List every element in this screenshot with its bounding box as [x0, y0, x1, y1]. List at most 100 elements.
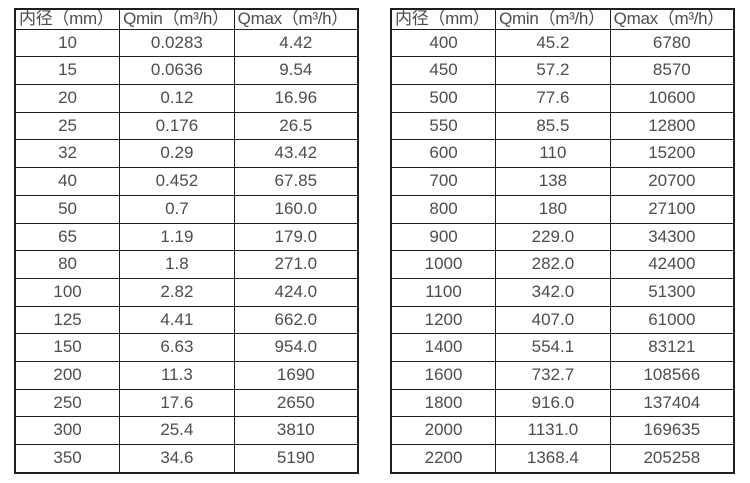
table-cell: 1.19	[119, 222, 235, 252]
column-header: Qmin（m³/h）	[119, 8, 235, 30]
table-cell: 1600	[390, 360, 497, 390]
table-cell: 2200	[390, 444, 497, 474]
table-cell: 43.42	[233, 139, 359, 169]
table-body: 10 0.0283 4.42 15 0.0636 9.54 20 0.12 16.96 25 0.1…	[14, 28, 359, 474]
table-row: 100 2.82 424.0	[14, 277, 359, 307]
table-cell: 6.63	[119, 333, 235, 362]
table-cell: 0.0283	[119, 28, 235, 58]
table-cell: 282.0	[495, 250, 611, 279]
table-cell: 6780	[609, 28, 735, 58]
table-cell: 0.176	[119, 111, 235, 141]
table-cell: 77.6	[495, 84, 611, 113]
table-cell: 916.0	[495, 388, 611, 418]
table-cell: 12800	[609, 111, 735, 141]
table-row: 80 1.8 271.0	[14, 250, 359, 279]
table-cell: 108566	[609, 360, 735, 390]
table-row: 1100 342.0 51300	[390, 277, 735, 307]
table-cell: 2.82	[119, 277, 235, 307]
table-cell: 600	[390, 139, 497, 169]
table-cell: 800	[390, 194, 497, 224]
table-cell: 1200	[390, 305, 497, 335]
table-cell: 85.5	[495, 111, 611, 141]
table-cell: 125	[14, 305, 121, 335]
table-row: 125 4.41 662.0	[14, 305, 359, 335]
table-cell: 138	[495, 167, 611, 196]
table-cell: 4.42	[233, 28, 359, 58]
table-cell: 40	[14, 167, 121, 196]
table-cell: 8570	[609, 56, 735, 86]
column-header: Qmin（m³/h）	[495, 8, 611, 30]
table-cell: 1690	[233, 360, 359, 390]
table-cell: 20	[14, 84, 121, 113]
table-cell: 169635	[609, 416, 735, 445]
table-cell: 25	[14, 111, 121, 141]
header-row: 内径（mm） Qmin（m³/h） Qmax（m³/h）	[14, 8, 359, 30]
table-cell: 150	[14, 333, 121, 362]
table-cell: 20700	[609, 167, 735, 196]
table-header: 内径（mm） Qmin（m³/h） Qmax（m³/h）	[390, 8, 735, 30]
table-cell: 51300	[609, 277, 735, 307]
table-cell: 11.3	[119, 360, 235, 390]
table-row: 450 57.2 8570	[390, 56, 735, 86]
table-row: 550 85.5 12800	[390, 111, 735, 141]
table-cell: 205258	[609, 444, 735, 474]
table-cell: 407.0	[495, 305, 611, 335]
table-row: 1600 732.7 108566	[390, 360, 735, 390]
table-cell: 732.7	[495, 360, 611, 390]
table-row: 32 0.29 43.42	[14, 139, 359, 169]
table-cell: 0.12	[119, 84, 235, 113]
table-row: 2000 1131.0 169635	[390, 416, 735, 445]
table-row: 1400 554.1 83121	[390, 333, 735, 362]
table-cell: 1400	[390, 333, 497, 362]
table-row: 1200 407.0 61000	[390, 305, 735, 335]
table-cell: 1100	[390, 277, 497, 307]
flow-spec-table-small-diameters: 内径（mm） Qmin（m³/h） Qmax（m³/h） 10 0.0283 4.42 1…	[14, 8, 359, 474]
table-row: 350 34.6 5190	[14, 444, 359, 474]
table-cell: 42400	[609, 250, 735, 279]
table-cell: 25.4	[119, 416, 235, 445]
header-row: 内径（mm） Qmin（m³/h） Qmax（m³/h）	[390, 8, 735, 30]
table-cell: 0.452	[119, 167, 235, 196]
table-row: 400 45.2 6780	[390, 28, 735, 58]
table-cell: 271.0	[233, 250, 359, 279]
table-row: 20 0.12 16.96	[14, 84, 359, 113]
table-cell: 110	[495, 139, 611, 169]
table-cell: 17.6	[119, 388, 235, 418]
table-cell: 400	[390, 28, 497, 58]
table-cell: 27100	[609, 194, 735, 224]
table-cell: 9.54	[233, 56, 359, 86]
table-cell: 1.8	[119, 250, 235, 279]
table-cell: 1000	[390, 250, 497, 279]
table-row: 900 229.0 34300	[390, 222, 735, 252]
table-cell: 700	[390, 167, 497, 196]
table-cell: 15200	[609, 139, 735, 169]
table-row: 700 138 20700	[390, 167, 735, 196]
table-cell: 180	[495, 194, 611, 224]
table-row: 10 0.0283 4.42	[14, 28, 359, 58]
table-body: 400 45.2 6780 450 57.2 8570 500 77.6 10600 550 85.…	[390, 28, 735, 474]
table-cell: 342.0	[495, 277, 611, 307]
table-row: 250 17.6 2650	[14, 388, 359, 418]
table-row: 500 77.6 10600	[390, 84, 735, 113]
table-cell: 50	[14, 194, 121, 224]
flow-spec-table-large-diameters: 内径（mm） Qmin（m³/h） Qmax（m³/h） 400 45.2 6780 45…	[390, 8, 735, 474]
column-header: 内径（mm）	[390, 8, 497, 30]
table-cell: 67.85	[233, 167, 359, 196]
table-cell: 662.0	[233, 305, 359, 335]
table-cell: 200	[14, 360, 121, 390]
table-row: 800 180 27100	[390, 194, 735, 224]
table-row: 1800 916.0 137404	[390, 388, 735, 418]
table-cell: 80	[14, 250, 121, 279]
table-row: 200 11.3 1690	[14, 360, 359, 390]
table-cell: 65	[14, 222, 121, 252]
table-cell: 10600	[609, 84, 735, 113]
table-cell: 0.29	[119, 139, 235, 169]
table-cell: 3810	[233, 416, 359, 445]
table-header: 内径（mm） Qmin（m³/h） Qmax（m³/h）	[14, 8, 359, 30]
table-cell: 10	[14, 28, 121, 58]
table-cell: 16.96	[233, 84, 359, 113]
table-cell: 424.0	[233, 277, 359, 307]
table-cell: 34.6	[119, 444, 235, 474]
table-cell: 1131.0	[495, 416, 611, 445]
table-cell: 1800	[390, 388, 497, 418]
